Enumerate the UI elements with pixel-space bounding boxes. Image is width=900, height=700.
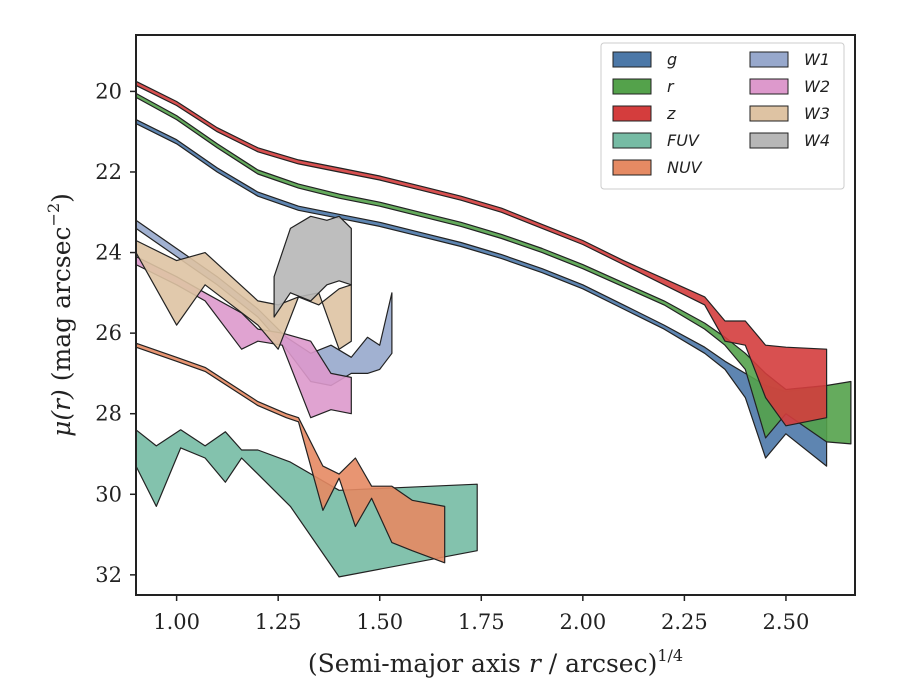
legend-label: g: [667, 50, 677, 69]
band-nuv: [135, 342, 446, 564]
legend-label: W1: [804, 50, 830, 69]
x-tick-label: 1.75: [458, 610, 505, 634]
legend-label: z: [666, 104, 676, 123]
legend-label: W2: [804, 77, 830, 96]
legend-swatch: [612, 105, 652, 122]
legend-item-w1: W1: [749, 50, 830, 69]
x-tick-label: 1.25: [255, 610, 302, 634]
y-tick-label: 32: [95, 563, 122, 587]
x-tick-label: 2.25: [661, 610, 708, 634]
x-axis-ticks: 1.00 1.25 1.50 1.75 2.00 2.25 2.50: [153, 595, 809, 634]
x-axis-label: (Semi-major axis r / arcsec)1/4: [308, 646, 683, 678]
legend-label: W4: [804, 131, 830, 150]
x-tick-label: 1.50: [356, 610, 403, 634]
legend-swatch: [749, 51, 789, 68]
legend-item-nuv: NUV: [612, 158, 703, 177]
band-w3: [135, 239, 352, 350]
y-tick-label: 20: [95, 79, 122, 103]
y-tick-label: 26: [95, 321, 122, 345]
legend-item-w3: W3: [749, 104, 830, 123]
y-tick-label: 22: [95, 160, 122, 184]
y-tick-label: 30: [95, 482, 122, 506]
legend-swatch: [749, 105, 789, 122]
legend-item-fuv: FUV: [612, 131, 700, 150]
y-tick-label: 24: [95, 241, 122, 265]
legend-item-w2: W2: [749, 77, 830, 96]
x-tick-label: 1.00: [153, 610, 200, 634]
legend-swatch: [749, 132, 789, 149]
band-z: [135, 80, 828, 427]
legend-item-r: r: [612, 77, 675, 96]
legend-swatch: [612, 78, 652, 95]
y-axis-ticks: 20 22 24 26 28 30 32: [95, 79, 136, 587]
band-g: [135, 118, 828, 467]
legend-swatch: [612, 159, 652, 176]
legend-label: NUV: [667, 158, 703, 177]
x-tick-label: 2.50: [763, 610, 810, 634]
legend-item-g: g: [612, 50, 677, 69]
legend-item-z: z: [612, 104, 676, 123]
legend-items: grz FUV NUV W1 W2 W3 W4: [612, 50, 830, 177]
bands-layer: [135, 80, 852, 578]
plot-frame: [135, 34, 856, 596]
legend-label: FUV: [667, 131, 700, 150]
band-w4: [273, 215, 352, 318]
legend-swatch: [749, 78, 789, 95]
y-tick-label: 28: [95, 402, 122, 426]
legend-item-w4: W4: [749, 131, 830, 150]
legend-swatch: [612, 51, 652, 68]
y-axis-label: μ(r) (mag arcsec−2): [44, 193, 76, 437]
legend-label: W3: [804, 104, 830, 123]
legend-label: r: [667, 77, 675, 96]
legend: grz FUV NUV W1 W2 W3 W4: [600, 42, 845, 190]
x-tick-label: 2.00: [559, 610, 606, 634]
legend-swatch: [612, 132, 652, 149]
